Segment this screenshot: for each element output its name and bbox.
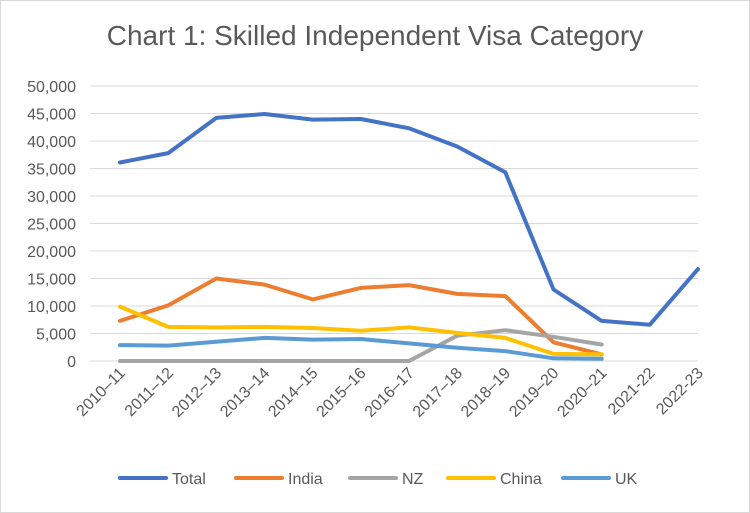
- x-tick-label: 2013–14: [217, 365, 273, 421]
- x-tick-label: 2011–12: [122, 365, 177, 420]
- series-lines: [118, 112, 700, 363]
- x-tick-label: 2015–16: [314, 365, 370, 421]
- y-tick-label: 30,000: [27, 189, 76, 206]
- legend-item-total: Total: [118, 471, 206, 488]
- legend-item-uk: UK: [561, 471, 638, 488]
- legend-label: Total: [172, 471, 206, 488]
- legend-item-china: China: [446, 471, 542, 488]
- y-axis-tick-labels: 0 5,000 10,000 15,000 20,000 25,000 30,000 35,0…: [27, 79, 76, 371]
- y-tick-label: 25,000: [27, 217, 76, 234]
- y-tick-label: 5,000: [36, 327, 76, 344]
- y-tick-label: 45,000: [27, 107, 76, 124]
- series-line-nz: [118, 328, 604, 363]
- x-tick-label: 2014–15: [265, 365, 321, 421]
- y-tick-label: 0: [67, 354, 76, 371]
- series-line-total: [118, 112, 700, 327]
- y-tick-label: 20,000: [27, 244, 76, 261]
- x-tick-label: 2020–21: [554, 365, 610, 421]
- series-line-uk: [118, 335, 604, 361]
- legend-label: India: [288, 471, 323, 488]
- x-tick-label: 2021-22: [605, 365, 659, 419]
- gridlines: [90, 85, 698, 362]
- series-line-india: [118, 276, 604, 357]
- x-tick-label: 2019–20: [506, 365, 562, 421]
- legend: Total India NZ China UK: [118, 471, 638, 488]
- y-tick-label: 35,000: [27, 162, 76, 179]
- y-tick-label: 50,000: [27, 79, 76, 96]
- legend-label: China: [500, 471, 542, 488]
- legend-label: NZ: [402, 471, 424, 488]
- y-tick-label: 40,000: [27, 134, 76, 151]
- x-tick-label: 2018–19: [458, 365, 514, 421]
- x-tick-label: 2017–18: [410, 365, 466, 421]
- x-axis-tick-labels: 2010–112011–122012–132013–142014–152015–…: [74, 365, 707, 421]
- legend-label: UK: [615, 471, 638, 488]
- x-tick-label: 2022-23: [653, 365, 707, 419]
- y-tick-label: 15,000: [27, 272, 76, 289]
- y-tick-label: 10,000: [27, 299, 76, 316]
- x-tick-label: 2012–13: [169, 365, 225, 421]
- x-tick-label: 2016–17: [362, 365, 418, 421]
- x-tick-label: 2010–11: [74, 365, 129, 420]
- legend-item-india: India: [234, 471, 323, 488]
- legend-item-nz: NZ: [348, 471, 424, 488]
- series-line-china: [118, 304, 604, 357]
- chart-title: Chart 1: Skilled Independent Visa Catego…: [106, 20, 644, 51]
